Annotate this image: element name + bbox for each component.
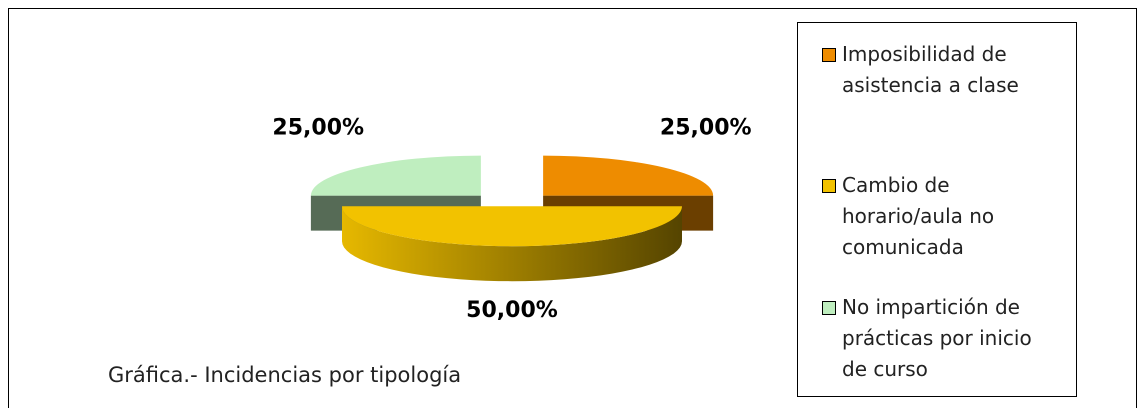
pie-slice — [342, 206, 682, 282]
data-label: 50,00% — [466, 298, 558, 323]
legend-swatch — [822, 179, 836, 193]
data-label: 25,00% — [272, 115, 364, 140]
legend-label: Imposibilidad de asistencia a clase — [842, 42, 1019, 97]
legend-entry: Cambio de horario/aula no comunicada — [822, 170, 1062, 263]
legend-swatch — [822, 48, 836, 62]
legend-label: Cambio de horario/aula no comunicada — [842, 173, 995, 259]
legend: Imposibilidad de asistencia a clase Cambi… — [797, 22, 1077, 397]
slice-top — [342, 206, 682, 247]
slice-top — [543, 155, 714, 196]
legend-swatch — [822, 301, 836, 315]
legend-entry: No impartición de prácticas por inicio d… — [822, 292, 1062, 385]
chart-title: Gráfica.- Incidencias por tipología — [108, 363, 461, 387]
data-label: 25,00% — [660, 115, 752, 140]
legend-label: No impartición de prácticas por inicio d… — [842, 295, 1032, 381]
legend-entry: Imposibilidad de asistencia a clase — [822, 39, 1062, 101]
slice-top — [310, 155, 481, 196]
slice-side — [342, 206, 682, 282]
